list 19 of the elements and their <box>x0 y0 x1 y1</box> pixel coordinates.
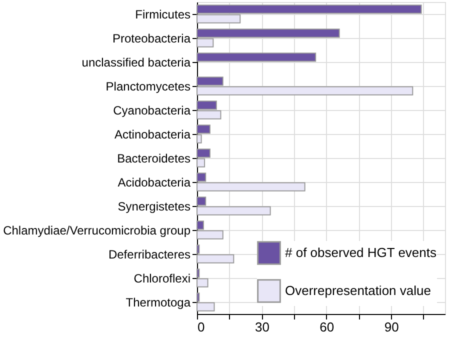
y-tick-label: Chlamydiae/Verrucomicrobia group <box>3 224 191 238</box>
y-tick-label: Thermotoga <box>126 296 191 310</box>
y-tick-label: Acidobacteria <box>118 176 191 190</box>
y-tick-label: unclassified bacteria <box>82 56 191 70</box>
y-tick-label: Actinobacteria <box>114 128 191 142</box>
y-tick-label: Firmicutes <box>135 8 190 22</box>
legend-label: # of observed HGT events <box>285 245 438 260</box>
y-tick-label: Synergistetes <box>118 200 190 214</box>
y-tick-label: Cyanobacteria <box>113 104 191 118</box>
x-tick-label: 60 <box>320 320 334 334</box>
y-tick-label: Bacteroidetes <box>117 152 190 166</box>
legend-label: Overrepresentation value <box>285 283 431 298</box>
x-tick-label: 30 <box>254 320 270 334</box>
y-tick-label: Deferribacteres <box>108 248 190 262</box>
y-tick-label: Proteobacteria <box>112 32 191 46</box>
y-tick-label: Planctomycetes <box>106 80 190 94</box>
y-tick-label: Chloroflexi <box>134 272 190 286</box>
x-tick-label: 90 <box>384 320 399 334</box>
x-tick-label: 0 <box>198 320 205 334</box>
